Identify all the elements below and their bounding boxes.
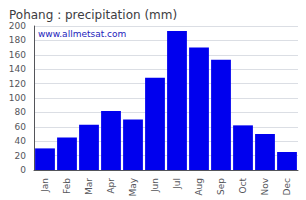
svg-text:Jan: Jan <box>40 178 50 193</box>
svg-text:80: 80 <box>15 107 27 117</box>
svg-text:20: 20 <box>15 151 27 161</box>
svg-text:Pohang : precipitation (mm): Pohang : precipitation (mm) <box>9 8 177 22</box>
svg-text:0: 0 <box>20 165 26 175</box>
svg-text:160: 160 <box>9 50 26 60</box>
svg-text:140: 140 <box>9 64 26 74</box>
svg-text:Dec: Dec <box>282 178 292 195</box>
svg-text:40: 40 <box>15 136 27 146</box>
svg-text:Aug: Aug <box>194 178 204 196</box>
svg-text:www.allmetsat.com: www.allmetsat.com <box>38 29 126 39</box>
svg-text:60: 60 <box>15 122 27 132</box>
svg-text:Nov: Nov <box>260 177 270 195</box>
svg-text:Mar: Mar <box>84 178 94 195</box>
svg-text:100: 100 <box>9 93 26 103</box>
svg-text:Apr: Apr <box>106 178 116 194</box>
svg-text:Oct: Oct <box>238 178 248 194</box>
svg-text:May: May <box>128 177 138 196</box>
svg-text:Jul: Jul <box>172 178 182 190</box>
svg-text:Jun: Jun <box>150 178 160 193</box>
svg-text:180: 180 <box>9 35 26 45</box>
svg-text:Feb: Feb <box>62 178 72 194</box>
svg-text:120: 120 <box>9 79 26 89</box>
svg-text:Sep: Sep <box>216 178 226 195</box>
svg-text:200: 200 <box>9 21 26 31</box>
